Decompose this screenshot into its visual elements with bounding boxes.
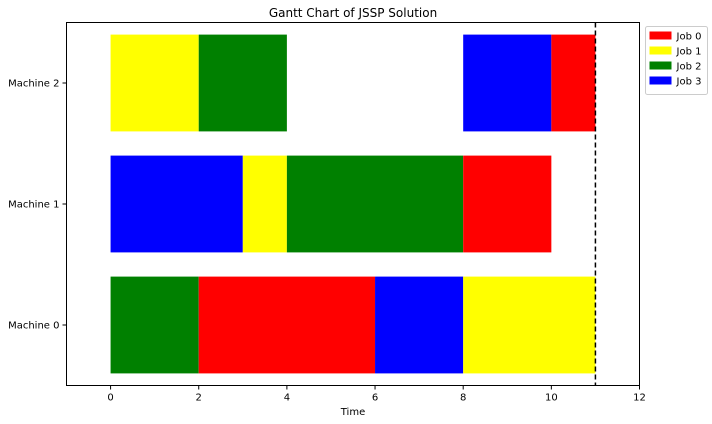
- task-bar-machine1-job0: [463, 155, 552, 253]
- legend-label: Job 0: [676, 32, 702, 43]
- legend-swatch: [649, 61, 672, 70]
- x-tick-label: 12: [633, 393, 646, 404]
- legend: Job 0 Job 1 Job 2 Job 3: [645, 26, 708, 95]
- x-tick-label: 10: [545, 393, 558, 404]
- task-bar-machine2-job0: [551, 34, 596, 132]
- legend-label: Job 1: [676, 47, 702, 58]
- task-bar-machine1-job2: [286, 155, 464, 253]
- legend-swatch: [649, 76, 672, 85]
- y-axis: Machine 0 Machine 1 Machine 2: [8, 79, 67, 332]
- legend-swatch: [649, 46, 672, 55]
- y-tick-label: Machine 0: [8, 321, 59, 332]
- legend-label: Job 3: [676, 77, 702, 88]
- y-tick-label: Machine 2: [8, 79, 59, 90]
- task-bar-machine1-job3: [110, 155, 243, 253]
- task-bar-machine2-job1: [110, 34, 199, 132]
- legend-label: Job 2: [676, 62, 702, 73]
- task-bar-machine0-job0: [198, 276, 376, 374]
- x-tick-label: 6: [372, 393, 378, 404]
- legend-swatch: [649, 31, 672, 40]
- task-bar-machine2-job3: [463, 34, 552, 132]
- task-bars: [110, 34, 596, 374]
- x-axis: 0 2 4 6 8 10 12: [107, 385, 646, 404]
- task-bar-machine2-job2: [198, 34, 287, 132]
- task-bar-machine1-job1: [242, 155, 287, 253]
- task-bar-machine0-job3: [375, 276, 464, 374]
- task-bar-machine0-job2: [110, 276, 199, 374]
- chart-title: Gantt Chart of JSSP Solution: [269, 6, 437, 20]
- y-tick-label: Machine 1: [8, 200, 59, 211]
- x-tick-label: 2: [196, 393, 202, 404]
- x-tick-label: 0: [107, 393, 113, 404]
- x-axis-label: Time: [340, 407, 365, 418]
- task-bar-machine0-job1: [463, 276, 596, 374]
- x-tick-label: 4: [284, 393, 290, 404]
- x-tick-label: 8: [460, 393, 466, 404]
